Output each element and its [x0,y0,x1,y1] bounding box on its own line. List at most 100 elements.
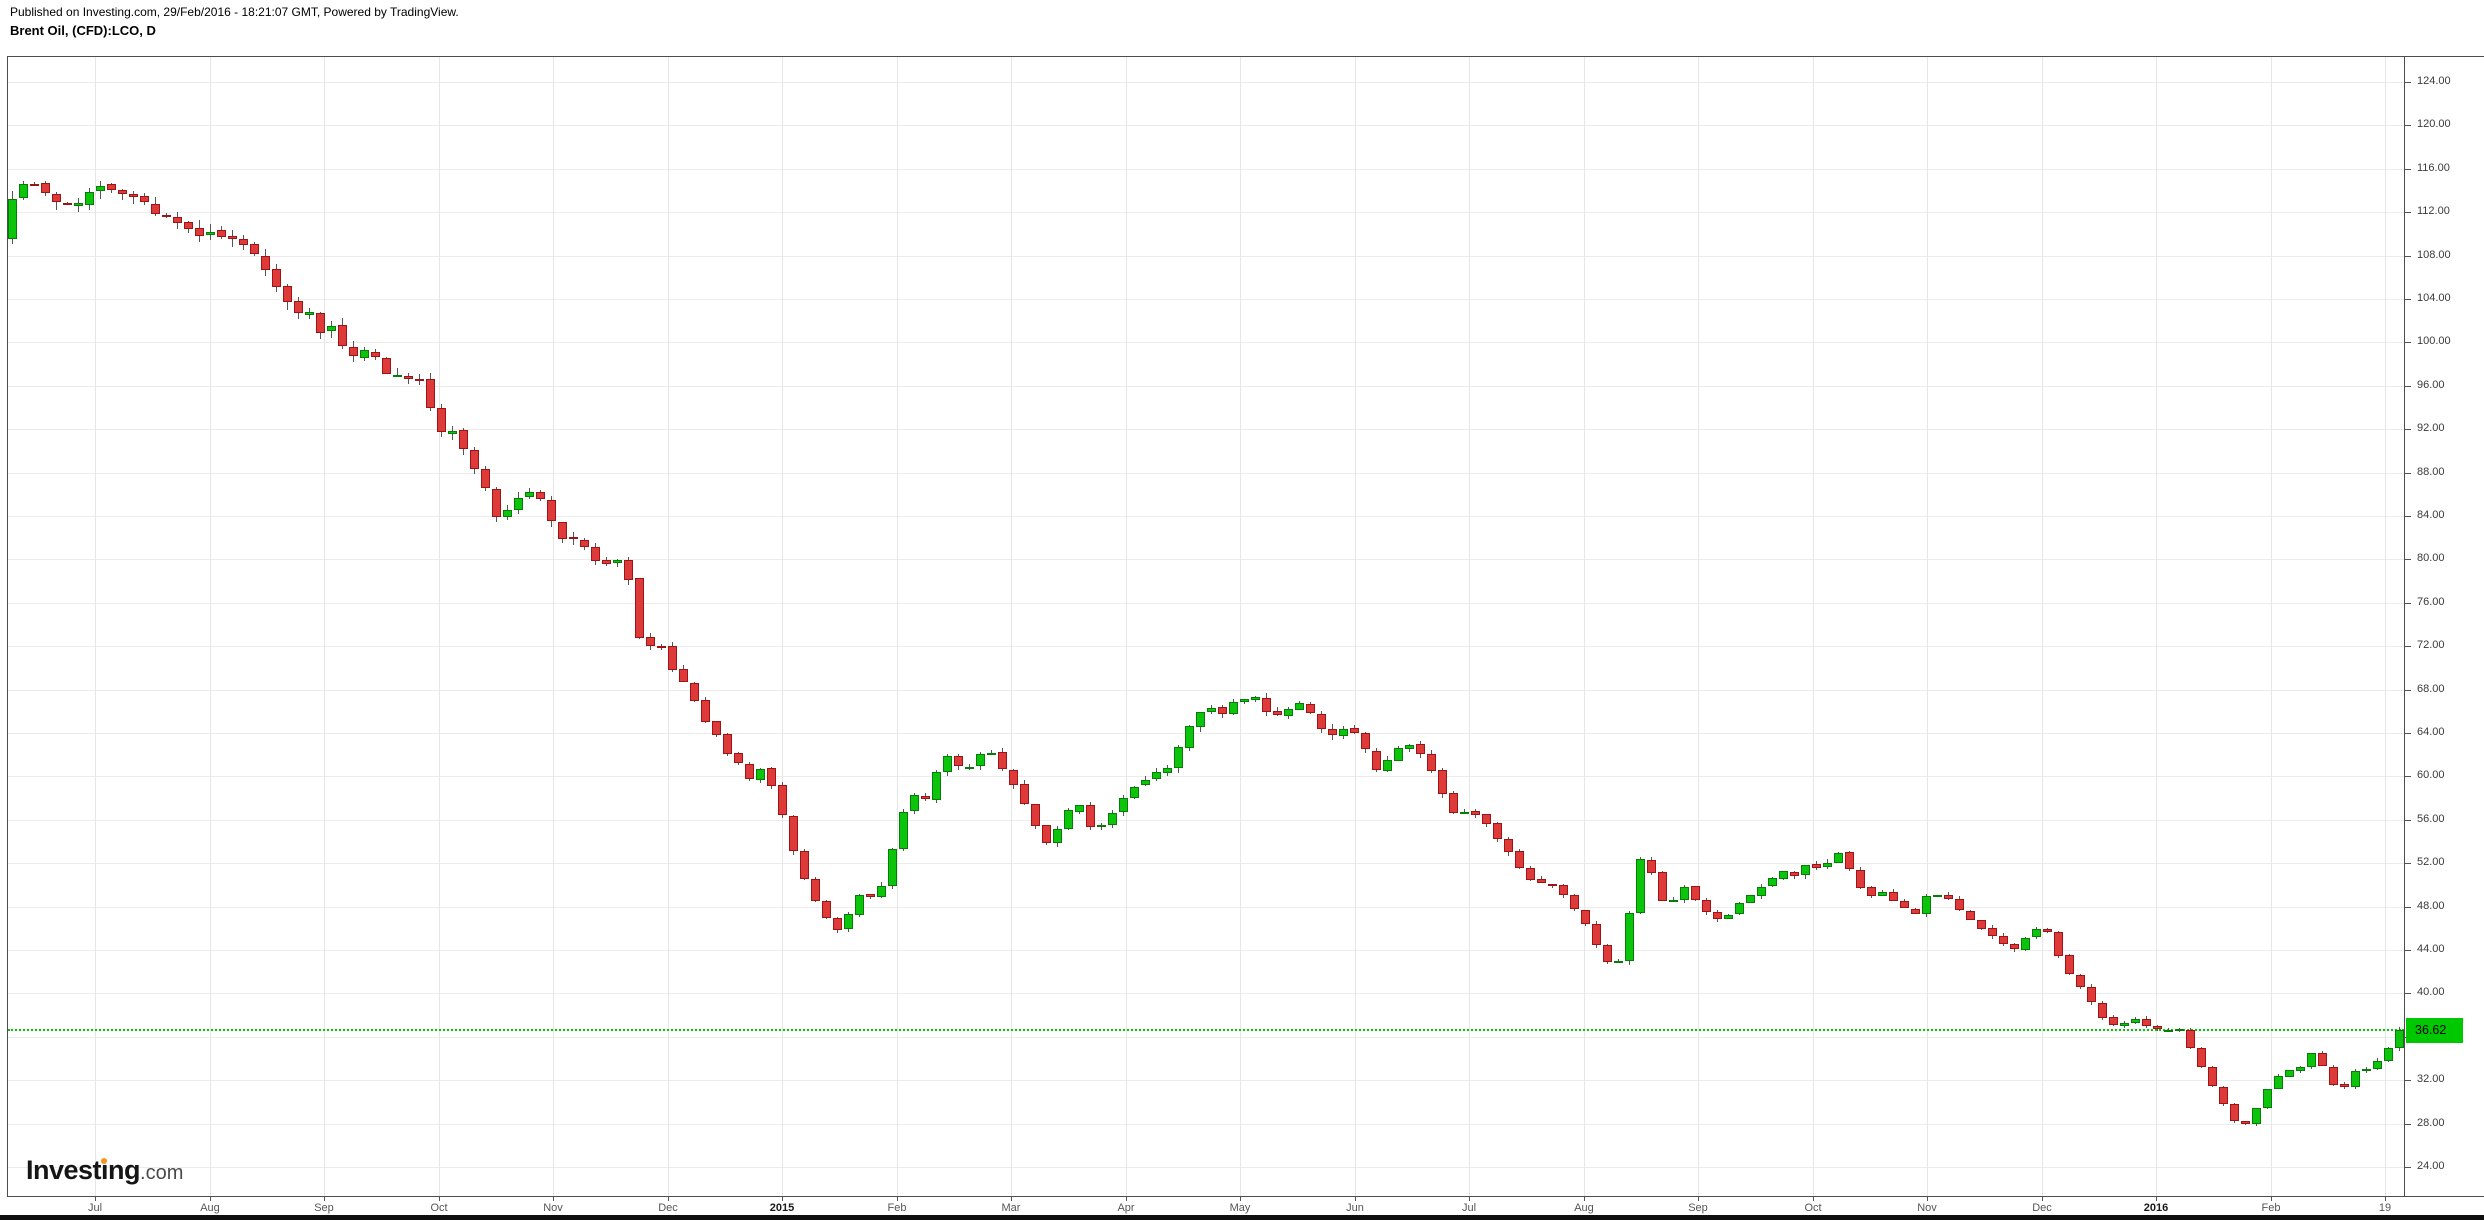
y-tick [2405,169,2411,170]
candle-up [1801,865,1810,875]
x-tick [782,1197,783,1201]
v-gridline [1698,57,1699,1196]
y-tick-label: 120.00 [2417,118,2451,130]
candle-down [2230,1104,2239,1121]
candle-down [52,194,61,202]
candle-down [1416,744,1425,754]
candle-up [1669,900,1678,902]
candle-up [844,914,853,929]
candle-down [767,768,776,786]
candle-up [1394,748,1403,761]
candle-down [173,217,182,223]
candle-up [2164,1030,2173,1032]
x-tick-label: Oct [1804,1202,1822,1214]
candle-up [2362,1069,2371,1071]
h-gridline [8,950,2404,951]
candle-up [2120,1023,2129,1026]
candle-down [415,379,424,381]
candle-down [1438,770,1447,794]
v-gridline [1584,57,1585,1196]
candle-down [1812,864,1821,868]
candle-down [492,489,501,517]
y-tick-label: 96.00 [2417,379,2445,391]
y-tick [2405,733,2411,734]
candle-up [1108,813,1117,825]
y-tick [2405,1124,2411,1125]
candle-wick [1552,884,1553,888]
published-line: Published on Investing.com, 29/Feb/2016 … [10,5,459,19]
candle-down [195,228,204,236]
v-gridline [1355,57,1356,1196]
bottom-bar [0,1215,2484,1220]
candle-down [1537,879,1546,883]
investing-logo: Investing.com [26,1155,183,1186]
candle-up [1141,780,1150,785]
x-tick-label: Jun [1346,1202,1364,1214]
h-gridline [8,342,2404,343]
v-gridline [2271,57,2272,1196]
candle-up [1295,703,1304,710]
candle-wick [133,191,134,204]
y-tick [2405,342,2411,343]
candle-down [1328,729,1337,735]
v-gridline [1927,57,1928,1196]
candle-down [1559,885,1568,895]
candle-down [1086,805,1095,827]
v-gridline [2042,57,2043,1196]
v-gridline [95,57,96,1196]
x-tick [1011,1197,1012,1201]
candle-down [1218,707,1227,714]
candle-up [1405,745,1414,749]
candle-up [1207,708,1216,712]
candle-down [129,194,138,197]
candle-up [8,199,17,239]
x-tick [210,1197,211,1201]
candle-wick [617,559,618,567]
y-tick-label: 80.00 [2417,552,2445,564]
candle-down [2329,1067,2338,1085]
candle-down [107,184,116,190]
candle-up [1130,787,1139,798]
x-tick [897,1197,898,1201]
candle-up [1284,709,1293,716]
candle-down [1372,751,1381,770]
candle-down [437,408,446,432]
x-tick [95,1197,96,1201]
candle-up [1053,829,1062,843]
y-tick-label: 104.00 [2417,292,2451,304]
h-gridline [8,1037,2404,1038]
x-tick-label: Feb [2261,1202,2281,1214]
candle-down [140,196,149,202]
candle-down [1955,899,1964,910]
x-tick [1240,1197,1241,1201]
candle-down [217,230,226,237]
x-tick [1126,1197,1127,1201]
x-tick [2042,1197,2043,1201]
candle-down [404,376,413,379]
candle-down [1900,901,1909,908]
v-gridline [897,57,898,1196]
candle-down [833,918,842,930]
candle-up [1163,768,1172,773]
candle-up [1933,895,1942,897]
candle-down [1889,892,1898,901]
candle-down [63,203,72,205]
candle-up [1878,892,1887,896]
y-tick [2405,993,2411,994]
candle-up [1152,772,1161,779]
candle-wick [991,750,992,755]
candle-up [2296,1067,2305,1071]
candle-up [932,772,941,800]
candle-up [888,849,897,886]
candle-down [701,700,710,722]
h-gridline [8,1080,2404,1081]
candle-up [1196,712,1205,727]
candle-down [1592,924,1601,945]
h-gridline [8,125,2404,126]
candle-down [1317,714,1326,729]
candle-up [1614,961,1623,963]
candle-down [118,190,127,194]
candle-down [30,184,39,186]
candle-down [481,469,490,488]
